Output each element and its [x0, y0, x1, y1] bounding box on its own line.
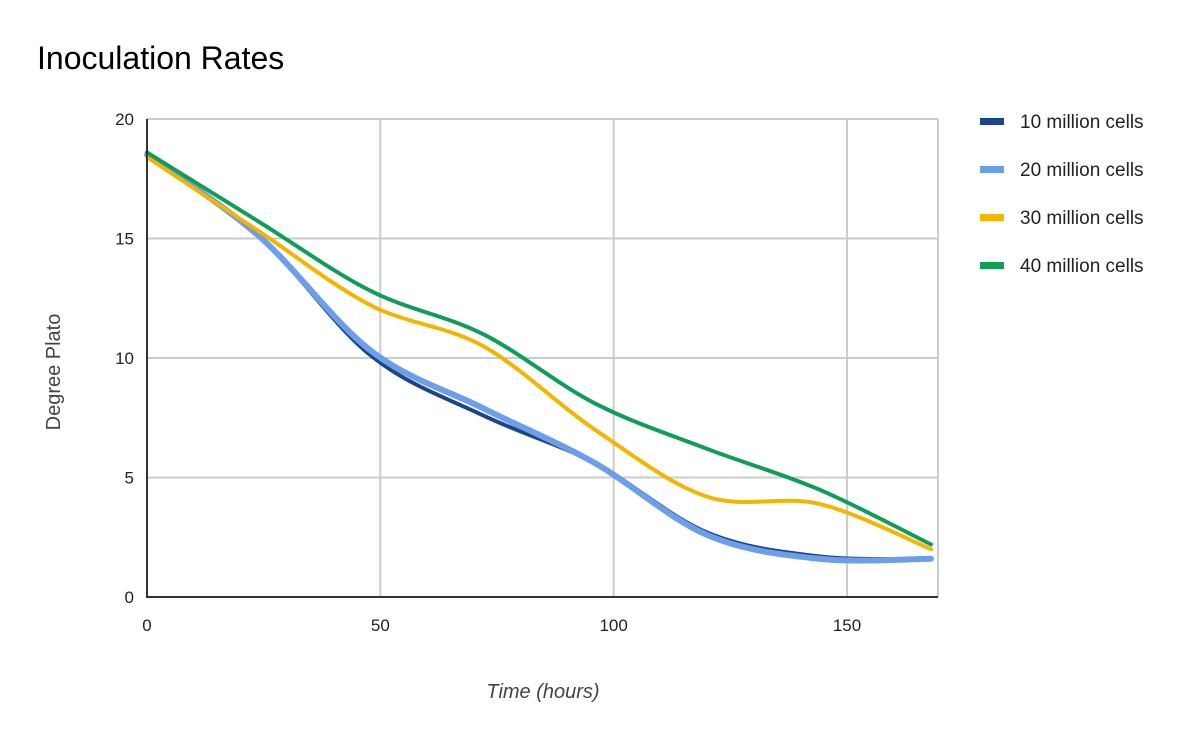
axes: 0 5 10 15 20 0 50 100 150 [115, 110, 938, 635]
x-axis-label: Time (hours) [486, 681, 599, 703]
legend-label: 40 million cells [1020, 256, 1144, 277]
chart-title: Inoculation Rates [37, 40, 285, 76]
series-line-1 [145, 152, 933, 562]
series-line-2 [144, 151, 934, 564]
y-tick-label: 0 [125, 588, 134, 607]
gridlines [147, 118, 939, 597]
y-tick-label: 10 [115, 349, 134, 368]
x-tick-label: 100 [599, 616, 627, 635]
legend: 10 million cells 20 million cells 30 milli… [980, 112, 1144, 277]
legend-label: 10 million cells [1020, 112, 1144, 133]
legend-swatch [980, 214, 1004, 221]
legend-swatch [980, 262, 1004, 269]
x-tick-label: 150 [833, 616, 861, 635]
x-tick-label: 50 [371, 616, 390, 635]
y-tick-label: 5 [125, 469, 134, 488]
legend-label: 30 million cells [1020, 208, 1144, 229]
legend-swatch [980, 166, 1004, 173]
y-axis-label: Degree Plato [43, 314, 65, 431]
y-tick-label: 20 [115, 110, 134, 129]
x-tick-label: 0 [142, 616, 151, 635]
legend-label: 20 million cells [1020, 160, 1144, 181]
series-line-3 [145, 155, 933, 552]
legend-swatch [980, 118, 1004, 125]
series-line-4 [145, 150, 933, 547]
y-tick-label: 15 [115, 230, 134, 249]
series-lines [144, 150, 934, 564]
